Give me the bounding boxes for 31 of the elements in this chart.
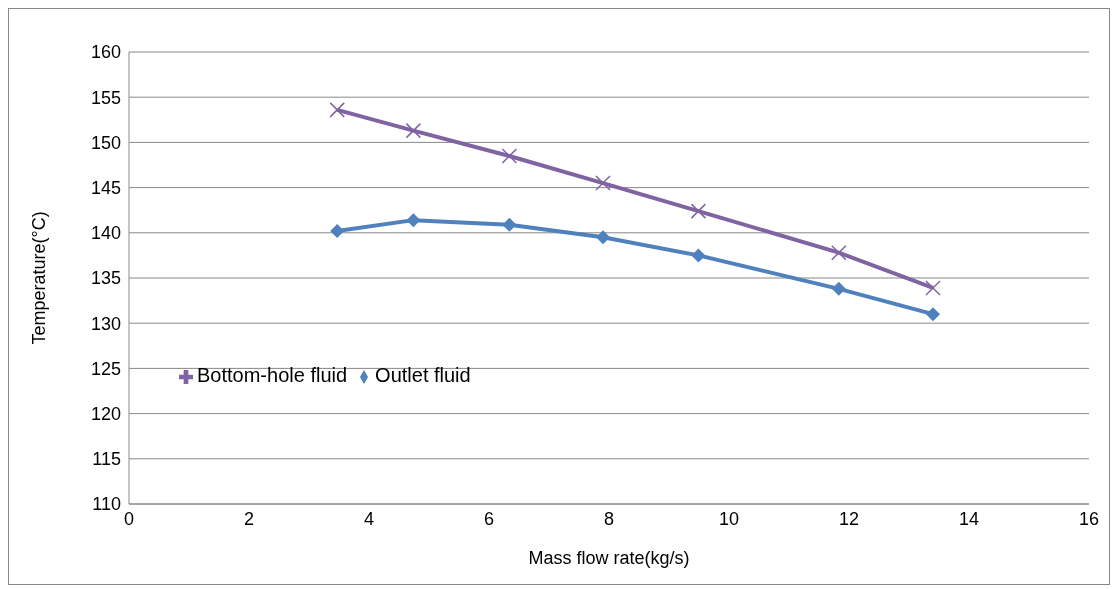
- point: [596, 230, 610, 245]
- y-tick-label: 130: [90, 313, 121, 334]
- x-tick-label: 0: [123, 508, 135, 529]
- y-tick-label: 160: [90, 42, 121, 63]
- y-tick-label: 140: [90, 223, 121, 244]
- legend-label: Outlet fluid: [375, 364, 471, 386]
- y-tick-label: 110: [92, 494, 121, 515]
- y-tick-label: 145: [90, 177, 121, 198]
- legend-label: Bottom-hole fluid: [197, 364, 348, 386]
- point: [926, 307, 940, 322]
- x-tick-label: 6: [483, 508, 495, 529]
- point: [330, 223, 345, 238]
- y-tick-label: 125: [90, 358, 121, 379]
- x-tick-label: 14: [958, 508, 980, 529]
- point: [831, 281, 846, 296]
- x-tick-label: 8: [603, 508, 615, 529]
- y-axis-title: Temperature(°C): [29, 211, 50, 345]
- point: [502, 217, 517, 232]
- y-tick-label: 135: [90, 268, 121, 289]
- point: [691, 248, 706, 263]
- y-tick-label: 155: [90, 87, 121, 108]
- x-axis-title: Mass flow rate(kg/s): [528, 548, 690, 568]
- point: [406, 213, 421, 228]
- x-tick-label: 12: [838, 508, 860, 529]
- x-tick-label: 16: [1078, 508, 1100, 529]
- x-tick-label: 4: [363, 508, 375, 529]
- y-tick-label: 115: [92, 449, 121, 470]
- x-tick-label: 10: [718, 508, 740, 529]
- y-tick-label: 150: [90, 132, 121, 153]
- y-tick-label: 120: [90, 403, 121, 424]
- x-tick-label: 2: [243, 508, 255, 529]
